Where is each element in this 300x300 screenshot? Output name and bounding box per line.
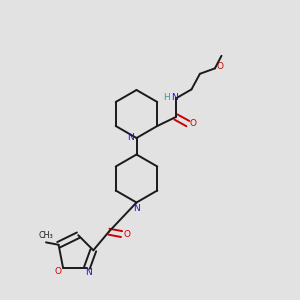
Text: N: N (133, 204, 140, 213)
Text: N: N (171, 93, 178, 102)
Text: O: O (54, 267, 61, 276)
Text: O: O (190, 119, 196, 128)
Text: CH₃: CH₃ (38, 231, 53, 240)
Text: O: O (123, 230, 130, 238)
Text: N: N (128, 134, 134, 142)
Text: N: N (85, 268, 92, 277)
Text: O: O (216, 61, 223, 70)
Text: H: H (164, 93, 170, 102)
